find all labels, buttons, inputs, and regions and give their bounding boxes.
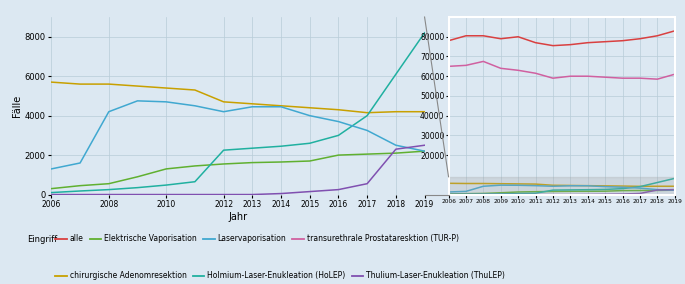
Text: Eingriff: Eingriff (27, 235, 58, 245)
Legend: alle, Elektrische Vaporisation, Laservaporisation, transurethrale Prostatareskti: alle, Elektrische Vaporisation, Laservap… (55, 234, 459, 243)
Bar (449, 177, 675, 195)
X-axis label: Jahr: Jahr (228, 212, 247, 222)
Y-axis label: Fälle: Fälle (12, 95, 22, 117)
Legend: chirurgische Adenomresektion, Holmium-Laser-Enukleation (HoLEP), Thulium-Laser-E: chirurgische Adenomresektion, Holmium-La… (55, 271, 505, 280)
